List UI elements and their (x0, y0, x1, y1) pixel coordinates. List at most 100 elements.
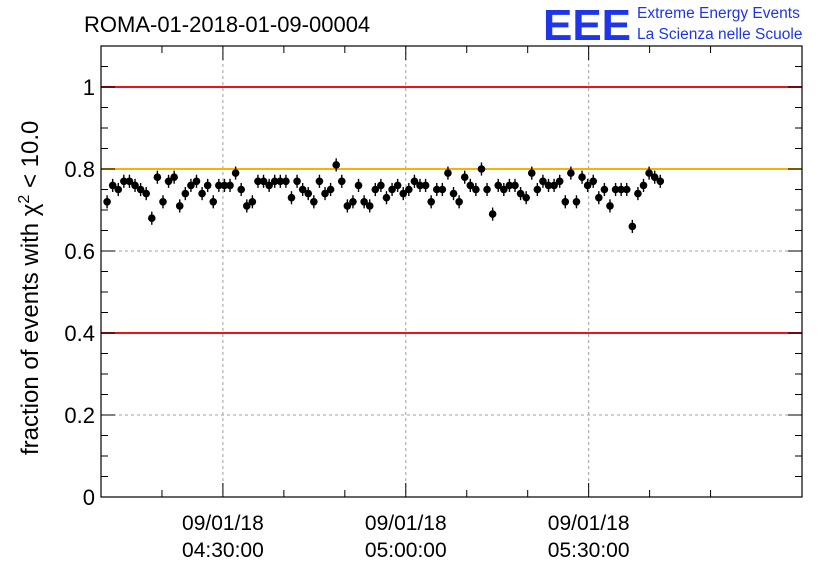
plot-frame (100, 45, 803, 498)
data-point (583, 181, 592, 190)
data-point (505, 181, 514, 190)
data-point (365, 202, 374, 210)
data-point (282, 177, 290, 186)
data-point (114, 185, 123, 194)
data-point (516, 189, 525, 198)
data-point (578, 173, 586, 181)
x-tick-date-label: 09/01/18 (548, 512, 630, 535)
data-point (555, 177, 564, 186)
data-points (103, 158, 665, 233)
data-point (656, 177, 665, 186)
data-point (198, 189, 206, 198)
data-point (444, 169, 452, 177)
y-axis-label-symbol: χ (17, 203, 44, 216)
data-point (337, 177, 346, 186)
data-point (170, 173, 178, 181)
data-point (120, 177, 128, 186)
data-point (550, 181, 558, 190)
data-point (215, 181, 223, 190)
reference-lines (101, 86, 802, 334)
y-tick-label: 0.8 (64, 157, 95, 182)
chart-title: ROMA-01-2018-01-09-00004 (84, 12, 370, 37)
data-point (416, 181, 424, 190)
data-point (321, 189, 329, 198)
x-tick-time-label: 05:30:00 (548, 539, 630, 562)
y-tick-label: 0.2 (64, 403, 95, 428)
data-point (483, 185, 491, 194)
data-point (192, 177, 201, 186)
data-point (500, 185, 508, 194)
data-point (209, 198, 218, 206)
data-point (634, 189, 642, 198)
data-point (125, 177, 134, 186)
data-point (522, 193, 530, 202)
data-point (287, 193, 296, 202)
data-point (539, 177, 547, 186)
data-point (382, 193, 391, 202)
data-point (326, 185, 335, 194)
data-point (131, 181, 139, 190)
data-point (231, 169, 240, 177)
data-point (488, 210, 497, 218)
data-point (421, 181, 430, 190)
data-point (187, 181, 195, 190)
data-point (606, 202, 614, 210)
data-point (136, 185, 145, 194)
data-point (203, 181, 212, 190)
data-point (360, 198, 368, 206)
data-point (561, 198, 570, 206)
data-point (438, 185, 447, 194)
data-point (293, 177, 301, 186)
data-point (242, 202, 251, 210)
data-point (622, 185, 631, 194)
logo-mark: EEE (543, 1, 631, 50)
data-point (388, 185, 396, 194)
data-point (259, 177, 268, 186)
data-point (248, 198, 257, 206)
data-point (220, 181, 229, 190)
data-point (405, 185, 413, 194)
x-axis-ticks: 09/01/18 04:30:00 09/01/18 05:00:00 09/01/18… (161, 46, 712, 562)
data-point (175, 202, 184, 210)
data-point (645, 169, 653, 177)
x-tick-time-label: 05:00:00 (365, 539, 447, 562)
data-point (237, 185, 245, 194)
y-axis-label-superscript: 2 (16, 195, 33, 204)
data-point (354, 181, 363, 190)
data-point (494, 181, 503, 190)
y-tick-label: 1 (83, 75, 95, 100)
data-point (349, 198, 357, 206)
y-axis-label-suffix: < 10.0 (17, 121, 44, 195)
data-point (567, 169, 575, 177)
data-point (617, 185, 625, 194)
data-point (460, 173, 469, 181)
y-axis-label-prefix: fraction of events with (17, 216, 44, 455)
data-point (600, 185, 609, 194)
data-point (298, 185, 307, 194)
x-tick-time-label: 04:30:00 (182, 539, 264, 562)
data-point (595, 193, 603, 202)
data-point (108, 181, 117, 190)
data-point (432, 185, 441, 194)
data-point (527, 169, 536, 177)
data-point (371, 185, 380, 194)
data-point (226, 181, 234, 190)
data-point (153, 173, 162, 181)
data-point (410, 177, 419, 186)
data-point (477, 165, 486, 173)
logo-line1: Extreme Energy Events (637, 5, 800, 22)
y-tick-label: 0.6 (64, 239, 95, 264)
data-point (304, 189, 313, 198)
data-point (628, 222, 637, 231)
y-tick-label: 0.4 (64, 321, 95, 346)
data-point (449, 189, 458, 198)
data-point (343, 202, 352, 210)
data-point (254, 177, 262, 186)
y-axis-label: fraction of events with χ2 < 10.0 (16, 121, 44, 455)
data-point (265, 181, 273, 190)
data-point (572, 198, 581, 206)
logo-line2: La Scienza nelle Scuole (637, 26, 802, 43)
data-point (276, 177, 285, 186)
x-tick-date-label: 09/01/18 (365, 512, 447, 535)
